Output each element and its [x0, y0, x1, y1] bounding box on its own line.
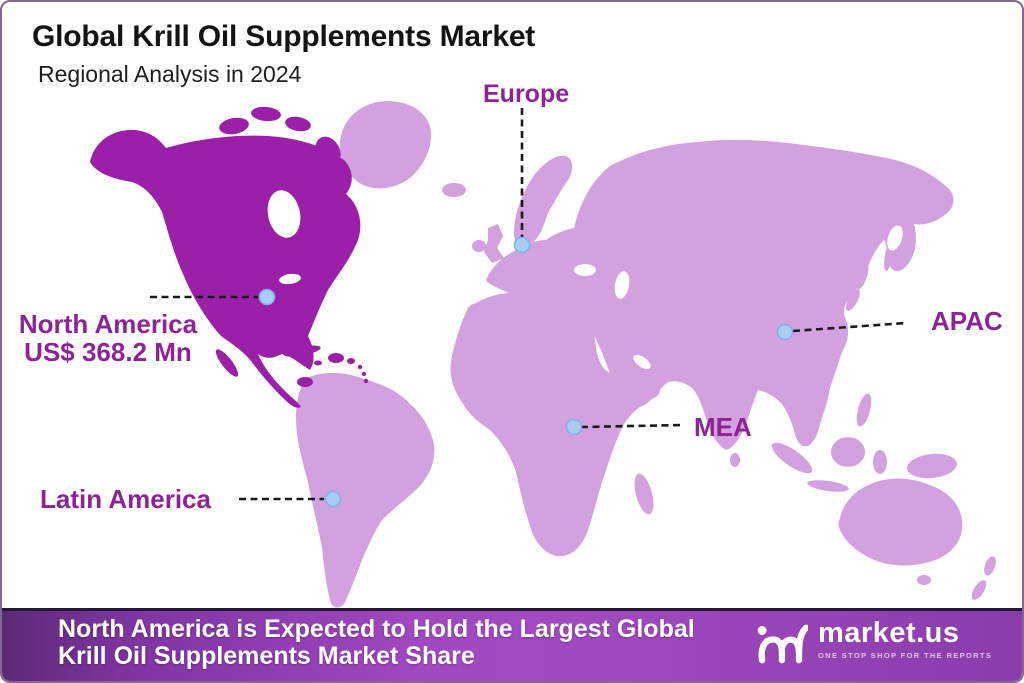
map-sea-of-okhotsk [887, 225, 903, 251]
marketus-brand-name: market.us [818, 617, 960, 649]
map-africa [450, 292, 660, 557]
banner-line-1: North America is Expected to Hold the La… [58, 615, 695, 643]
map-japan-south [846, 289, 860, 311]
map-puerto-rico [347, 358, 355, 364]
apac-callout-line [792, 321, 907, 333]
map-new-guinea [907, 453, 957, 479]
map-eurasia [486, 139, 954, 451]
map-south-america [296, 372, 435, 608]
map-uk [484, 224, 504, 263]
map-baja-peninsula [215, 349, 239, 377]
europe-marker-dot [513, 236, 531, 254]
banner-line-2: Krill Oil Supplements Market Share [58, 642, 475, 670]
map-tasmania [917, 575, 931, 585]
footer-banner: North America is Expected to Hold the La… [2, 608, 1022, 681]
region-label-north-america: North America US$ 368.2 Mn [10, 310, 206, 366]
mea-marker-dot [565, 418, 583, 436]
marketus-logo: market.us ONE STOP SHOP FOR THE REPORTS [754, 616, 992, 672]
map-sakhalin [884, 245, 892, 271]
map-arctic-island-1 [219, 117, 249, 135]
map-arctic-island-2 [251, 106, 281, 122]
map-philippines [856, 393, 872, 427]
map-ireland [472, 240, 486, 252]
map-japan-north [855, 262, 869, 290]
map-greenland [339, 101, 432, 189]
map-inland-seas [267, 190, 903, 370]
map-australia [838, 478, 963, 566]
map-scandinavia [514, 155, 573, 246]
map-world-regions [296, 101, 996, 608]
map-new-zealand-north [984, 556, 996, 576]
region-label-mea: MEA [694, 412, 752, 442]
map-antilles-3 [363, 378, 369, 384]
region-label-apac: APAC [931, 306, 1003, 336]
map-caspian-sea [614, 271, 630, 299]
region-value-north-america: US$ 368.2 Mn [24, 337, 192, 367]
region-label-north-america-name: North America [18, 309, 198, 339]
map-black-sea [574, 264, 596, 276]
map-sulawesi [873, 450, 887, 474]
map-persian-gulf [633, 354, 651, 370]
page-title: Global Krill Oil Supplements Market [32, 20, 536, 53]
map-arctic-island-3 [285, 116, 311, 132]
map-hudson-bay [267, 190, 301, 238]
marker-dots [258, 236, 794, 508]
map-baltic-sea [544, 199, 564, 235]
page-subtitle: Regional Analysis in 2024 [38, 61, 302, 87]
map-java [807, 480, 849, 492]
latin-america-marker-dot [324, 490, 342, 508]
map-great-lakes [279, 273, 301, 285]
mea-callout-line [580, 423, 685, 429]
north-america-marker-dot [258, 288, 276, 306]
region-label-latin-america: Latin America [40, 484, 211, 514]
map-antilles-1 [357, 364, 363, 370]
map-madagascar [634, 473, 654, 515]
map-sri-lanka [730, 453, 740, 467]
map-new-zealand-south [971, 580, 987, 600]
region-label-europe: Europe [483, 80, 570, 108]
banner-text: North America is Expected to Hold the La… [58, 616, 695, 670]
callout-lines [150, 108, 907, 501]
map-antilles-2 [361, 371, 367, 377]
map-jamaica [314, 360, 322, 366]
apac-marker-dot [776, 323, 794, 341]
map-iceland [442, 183, 466, 197]
map-baffin-island [315, 136, 341, 168]
marketus-logo-icon [757, 624, 808, 664]
marketus-logo-text: market.us ONE STOP SHOP FOR THE REPORTS [818, 616, 992, 660]
map-borneo [831, 437, 865, 467]
marketus-tagline: ONE STOP SHOP FOR THE REPORTS [818, 651, 993, 660]
map-sumatra [771, 442, 813, 474]
map-yucatan [297, 377, 313, 387]
map-cuba [283, 345, 321, 357]
map-hispaniola [328, 353, 344, 363]
